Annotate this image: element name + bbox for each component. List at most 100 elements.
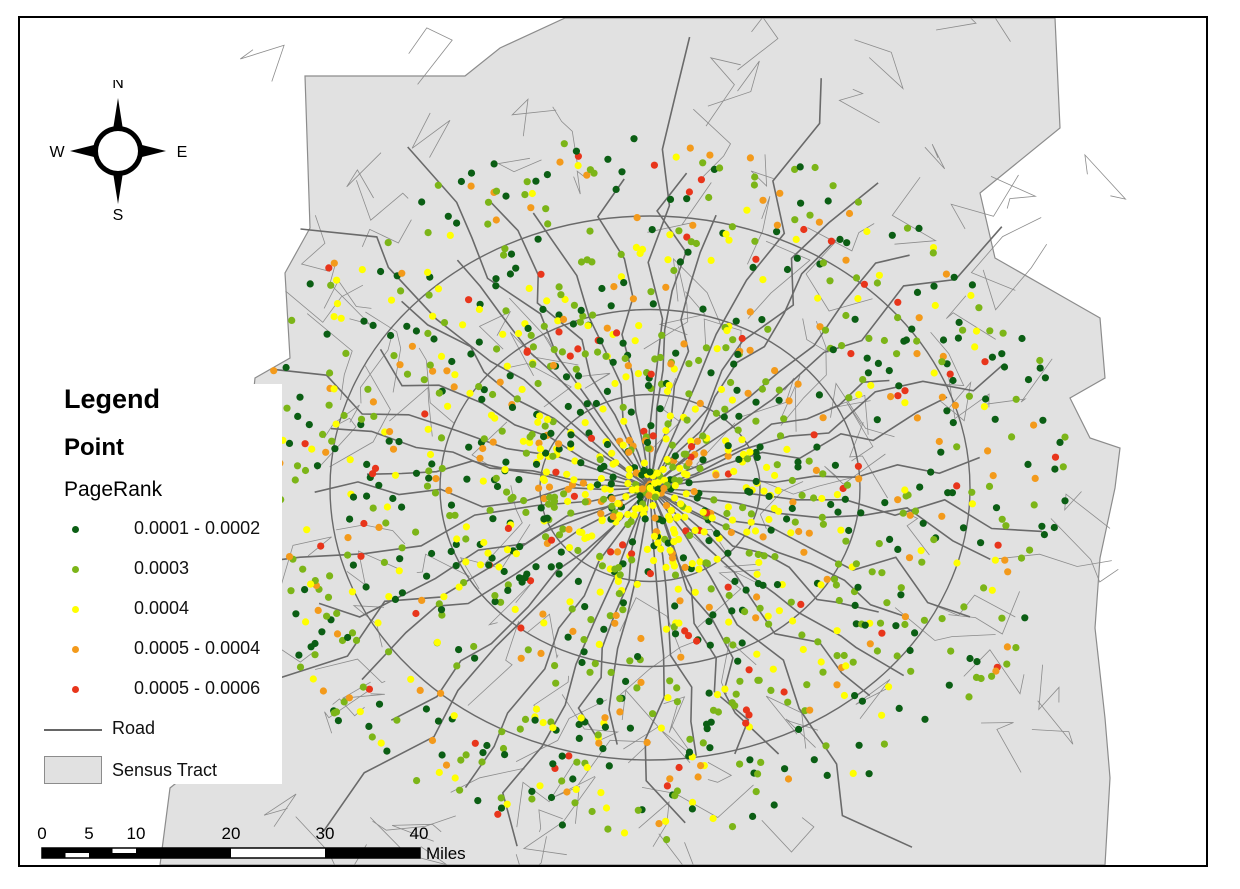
pagerank-point[interactable] xyxy=(423,572,431,580)
pagerank-point[interactable] xyxy=(292,610,300,618)
pagerank-point[interactable] xyxy=(960,603,968,611)
pagerank-point[interactable] xyxy=(451,774,459,782)
pagerank-point[interactable] xyxy=(943,407,951,415)
pagerank-point[interactable] xyxy=(843,239,851,247)
pagerank-point[interactable] xyxy=(1061,433,1069,441)
pagerank-point[interactable] xyxy=(332,420,340,428)
pagerank-point[interactable] xyxy=(628,486,636,494)
pagerank-point[interactable] xyxy=(834,508,842,516)
pagerank-point[interactable] xyxy=(489,390,497,399)
pagerank-point[interactable] xyxy=(937,448,945,456)
pagerank-point[interactable] xyxy=(494,810,502,818)
pagerank-point[interactable] xyxy=(609,513,617,521)
pagerank-point[interactable] xyxy=(426,450,435,459)
pagerank-point[interactable] xyxy=(717,385,726,394)
pagerank-point[interactable] xyxy=(424,329,432,337)
pagerank-point[interactable] xyxy=(697,176,706,184)
pagerank-point[interactable] xyxy=(526,439,534,447)
pagerank-point[interactable] xyxy=(917,547,925,555)
pagerank-point[interactable] xyxy=(609,473,617,481)
pagerank-point[interactable] xyxy=(637,634,645,643)
pagerank-point[interactable] xyxy=(975,304,983,312)
pagerank-point[interactable] xyxy=(662,817,670,825)
pagerank-point[interactable] xyxy=(837,526,845,534)
pagerank-point[interactable] xyxy=(651,514,659,522)
pagerank-point[interactable] xyxy=(632,469,640,477)
pagerank-point[interactable] xyxy=(710,496,718,504)
pagerank-point[interactable] xyxy=(457,756,465,764)
pagerank-point[interactable] xyxy=(495,563,503,571)
pagerank-point[interactable] xyxy=(913,288,922,296)
pagerank-point[interactable] xyxy=(337,314,345,322)
pagerank-point[interactable] xyxy=(743,455,752,463)
pagerank-point[interactable] xyxy=(625,436,634,444)
pagerank-point[interactable] xyxy=(549,418,557,426)
pagerank-point[interactable] xyxy=(308,445,316,453)
pagerank-point[interactable] xyxy=(396,555,404,563)
pagerank-point[interactable] xyxy=(1039,416,1047,424)
pagerank-point[interactable] xyxy=(550,503,558,511)
pagerank-point[interactable] xyxy=(512,264,520,272)
pagerank-point[interactable] xyxy=(794,463,802,471)
pagerank-point[interactable] xyxy=(566,598,574,606)
pagerank-point[interactable] xyxy=(671,571,680,579)
pagerank-point[interactable] xyxy=(798,491,806,499)
pagerank-point[interactable] xyxy=(663,455,671,464)
pagerank-point[interactable] xyxy=(562,373,571,381)
pagerank-point[interactable] xyxy=(515,476,523,484)
pagerank-point[interactable] xyxy=(699,508,707,516)
pagerank-point[interactable] xyxy=(743,206,751,214)
pagerank-point[interactable] xyxy=(775,386,783,394)
pagerank-point[interactable] xyxy=(774,507,783,515)
pagerank-point[interactable] xyxy=(851,315,859,323)
pagerank-point[interactable] xyxy=(836,235,844,243)
pagerank-point[interactable] xyxy=(840,651,848,660)
pagerank-point[interactable] xyxy=(532,177,540,185)
pagerank-point[interactable] xyxy=(595,640,603,649)
pagerank-point[interactable] xyxy=(459,321,467,329)
pagerank-point[interactable] xyxy=(674,585,682,593)
pagerank-point[interactable] xyxy=(908,325,916,333)
pagerank-point[interactable] xyxy=(622,373,630,381)
pagerank-point[interactable] xyxy=(685,748,694,756)
pagerank-point[interactable] xyxy=(348,629,357,637)
pagerank-point[interactable] xyxy=(812,466,821,474)
pagerank-point[interactable] xyxy=(656,353,665,362)
pagerank-point[interactable] xyxy=(1051,465,1059,473)
pagerank-point[interactable] xyxy=(666,546,674,554)
pagerank-point[interactable] xyxy=(696,465,704,473)
pagerank-point[interactable] xyxy=(581,603,589,611)
pagerank-point[interactable] xyxy=(539,305,547,313)
pagerank-point[interactable] xyxy=(360,519,368,528)
pagerank-point[interactable] xyxy=(948,489,957,497)
pagerank-point[interactable] xyxy=(791,165,799,173)
pagerank-point[interactable] xyxy=(739,504,747,512)
pagerank-point[interactable] xyxy=(574,345,582,353)
pagerank-point[interactable] xyxy=(536,445,545,453)
pagerank-point[interactable] xyxy=(580,636,588,644)
pagerank-point[interactable] xyxy=(852,620,860,628)
pagerank-point[interactable] xyxy=(954,334,963,342)
pagerank-point[interactable] xyxy=(575,720,583,729)
pagerank-point[interactable] xyxy=(311,651,319,659)
pagerank-point[interactable] xyxy=(651,479,659,487)
pagerank-point[interactable] xyxy=(299,565,307,573)
pagerank-point[interactable] xyxy=(746,308,754,316)
pagerank-point[interactable] xyxy=(666,516,674,524)
pagerank-point[interactable] xyxy=(294,412,302,420)
pagerank-point[interactable] xyxy=(460,579,468,587)
pagerank-point[interactable] xyxy=(758,316,766,324)
pagerank-point[interactable] xyxy=(447,501,456,509)
pagerank-point[interactable] xyxy=(574,577,583,586)
pagerank-point[interactable] xyxy=(789,617,797,625)
pagerank-point[interactable] xyxy=(571,799,579,807)
pagerank-point[interactable] xyxy=(531,716,539,724)
pagerank-point[interactable] xyxy=(462,558,470,566)
pagerank-point[interactable] xyxy=(325,401,333,409)
pagerank-point[interactable] xyxy=(484,220,492,228)
pagerank-point[interactable] xyxy=(756,604,764,612)
pagerank-point[interactable] xyxy=(703,720,711,728)
pagerank-point[interactable] xyxy=(579,479,588,487)
pagerank-point[interactable] xyxy=(534,418,542,426)
pagerank-point[interactable] xyxy=(699,432,707,440)
